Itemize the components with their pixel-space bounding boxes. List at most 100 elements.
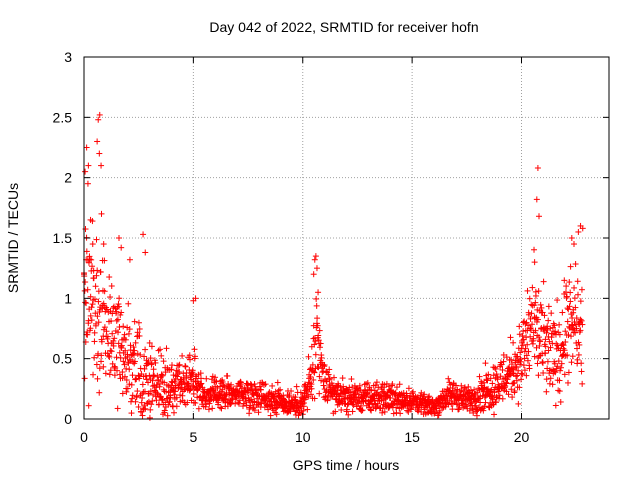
- data-point: [118, 309, 125, 316]
- data-point: [527, 333, 534, 340]
- data-point: [159, 372, 166, 379]
- y-tick-label: 2.5: [53, 109, 73, 125]
- data-point: [128, 381, 135, 388]
- data-point: [140, 406, 147, 413]
- data-point: [108, 317, 115, 324]
- data-point: [502, 383, 509, 390]
- data-point: [109, 330, 116, 337]
- data-point: [519, 342, 526, 349]
- data-point: [518, 370, 525, 377]
- x-tick-label: 10: [295, 429, 311, 445]
- data-point: [186, 387, 193, 394]
- data-point: [160, 358, 167, 365]
- data-point: [192, 295, 199, 302]
- data-point: [95, 298, 102, 305]
- data-point: [239, 403, 246, 410]
- data-point: [333, 395, 340, 402]
- data-point: [173, 403, 180, 410]
- data-point: [118, 343, 125, 350]
- data-point: [492, 365, 499, 372]
- data-point: [508, 386, 515, 393]
- data-point: [251, 407, 258, 414]
- data-point: [555, 358, 562, 365]
- data-point: [408, 406, 415, 413]
- data-point: [456, 405, 463, 412]
- data-point: [532, 327, 539, 334]
- data-point: [94, 375, 101, 382]
- data-point: [396, 381, 403, 388]
- data-point: [202, 403, 209, 410]
- data-point: [418, 389, 425, 396]
- data-point: [151, 357, 158, 364]
- data-point: [426, 393, 433, 400]
- data-point: [205, 406, 212, 413]
- data-point: [422, 410, 429, 417]
- data-point: [489, 380, 496, 387]
- data-point: [568, 359, 575, 366]
- data-point: [148, 343, 155, 350]
- data-point: [517, 358, 524, 365]
- data-point: [485, 371, 492, 378]
- data-point: [138, 409, 145, 416]
- data-point: [535, 334, 542, 341]
- data-point: [542, 350, 549, 357]
- data-point: [465, 383, 472, 390]
- data-point: [122, 347, 129, 354]
- data-point: [393, 409, 400, 416]
- data-point: [318, 377, 325, 384]
- data-point: [484, 377, 491, 384]
- data-point: [312, 351, 319, 358]
- data-point: [88, 317, 95, 324]
- data-point: [251, 381, 258, 388]
- data-point: [515, 400, 522, 407]
- data-point: [349, 384, 356, 391]
- data-point: [176, 361, 183, 368]
- axis-ticks: 0 5 10 15 20 0 0.5 1 1.5 2 2.5 3: [53, 49, 609, 445]
- data-point: [343, 406, 350, 413]
- data-point: [173, 394, 180, 401]
- data-point: [98, 352, 105, 359]
- data-point: [503, 354, 510, 361]
- data-point: [95, 116, 102, 123]
- data-point: [321, 361, 328, 368]
- data-point: [93, 361, 100, 368]
- data-point: [169, 362, 176, 369]
- data-point: [166, 398, 173, 405]
- data-point: [364, 379, 371, 386]
- data-point: [313, 302, 320, 309]
- data-point: [141, 365, 148, 372]
- data-point: [219, 386, 226, 393]
- data-point: [368, 386, 375, 393]
- data-point: [163, 345, 170, 352]
- data-point: [497, 373, 504, 380]
- data-point: [555, 387, 562, 394]
- x-tick-label: 20: [514, 429, 530, 445]
- data-point: [207, 397, 214, 404]
- data-point: [326, 375, 333, 382]
- data-point: [535, 372, 542, 379]
- data-point: [85, 402, 92, 409]
- data-point: [558, 360, 565, 367]
- data-point: [467, 387, 474, 394]
- data-point: [125, 330, 132, 337]
- data-point: [88, 304, 95, 311]
- data-point: [98, 162, 105, 169]
- data-point: [139, 381, 146, 388]
- data-point: [534, 165, 541, 172]
- data-point: [496, 392, 503, 399]
- data-point: [148, 401, 155, 408]
- data-point: [526, 295, 533, 302]
- data-point: [513, 373, 520, 380]
- data-point: [183, 375, 190, 382]
- data-point: [447, 381, 454, 388]
- data-point: [453, 390, 460, 397]
- data-point: [123, 388, 130, 395]
- data-point: [115, 340, 122, 347]
- y-tick-label: 1.5: [53, 230, 73, 246]
- data-point: [509, 370, 516, 377]
- data-point: [153, 397, 160, 404]
- data-point: [141, 388, 148, 395]
- data-point: [524, 341, 531, 348]
- data-point: [536, 337, 543, 344]
